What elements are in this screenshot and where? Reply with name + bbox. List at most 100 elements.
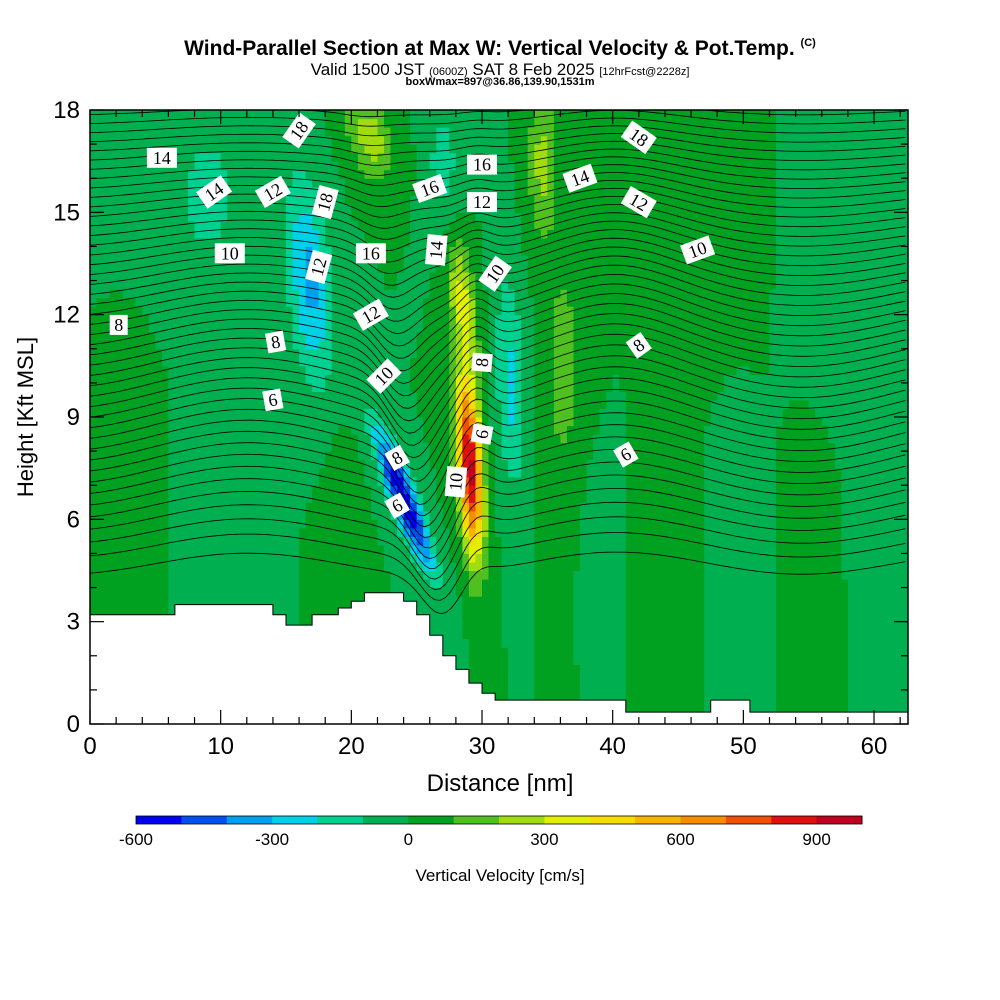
velocity-cell [468,110,476,120]
velocity-cell [468,485,476,495]
velocity-cell [148,186,156,196]
velocity-cell [475,596,483,606]
velocity-cell [501,323,509,333]
velocity-cell [410,399,418,409]
velocity-cell [527,638,535,648]
velocity-cell [161,110,169,120]
velocity-cell [318,596,326,606]
velocity-cell [501,144,509,154]
velocity-cell [462,169,470,179]
velocity-cell [410,220,418,230]
velocity-cell [174,425,182,435]
velocity-cell [514,237,522,247]
velocity-cell [181,306,189,316]
velocity-cell [168,382,176,392]
velocity-cell [442,434,450,444]
velocity-cell [122,263,130,273]
velocity-cell [325,502,333,512]
velocity-cell [338,399,346,409]
velocity-cell [299,161,307,171]
velocity-cell [103,331,111,341]
velocity-cell [312,425,320,435]
velocity-cell [142,152,150,162]
velocity-cell [116,229,124,239]
velocity-cell [514,110,522,120]
velocity-cell [403,289,411,299]
velocity-cell [527,434,535,444]
velocity-cell [109,425,117,435]
velocity-cell [148,127,156,137]
velocity-cell [168,348,176,358]
velocity-cell [508,468,516,478]
velocity-cell [468,280,476,290]
velocity-cell [331,510,339,520]
velocity-cell [495,579,503,589]
velocity-cell [174,135,182,145]
velocity-cell [155,306,163,316]
velocity-cell [122,553,130,563]
velocity-cell [233,434,241,444]
velocity-cell [266,476,274,486]
velocity-cell [207,553,215,563]
velocity-cell [449,536,457,546]
velocity-cell [116,476,124,486]
velocity-cell [442,451,450,461]
velocity-cell [455,382,463,392]
velocity-cell [259,169,267,179]
velocity-cell [312,493,320,503]
velocity-cell [331,579,339,589]
velocity-cell [168,220,176,230]
velocity-cell [442,519,450,529]
velocity-cell [521,562,529,572]
velocity-cell [266,255,274,265]
velocity-cell [475,220,483,230]
velocity-cell [534,357,542,367]
velocity-cell [403,135,411,145]
velocity-cell [455,570,463,580]
velocity-cell [207,519,215,529]
velocity-cell [436,391,444,401]
velocity-cell [501,237,509,247]
velocity-cell [253,323,261,333]
velocity-cell [344,323,352,333]
velocity-cell [259,417,267,427]
velocity-cell [357,365,365,375]
velocity-cell [429,442,437,452]
velocity-cell [201,502,209,512]
velocity-cell [384,331,392,341]
velocity-cell [331,382,339,392]
velocity-cell [384,306,392,316]
velocity-cell [318,144,326,154]
velocity-cell [299,485,307,495]
velocity-cell [501,604,509,614]
velocity-cell [318,468,326,478]
velocity-cell [96,391,104,401]
velocity-cell [475,485,483,495]
velocity-cell [201,510,209,520]
velocity-cell [377,186,385,196]
velocity-cell [142,604,150,614]
velocity-cell [462,562,470,572]
velocity-cell [508,186,516,196]
velocity-cell [495,519,503,529]
velocity-cell [331,323,339,333]
velocity-cell [253,587,261,597]
velocity-cell [462,587,470,597]
velocity-cell [233,468,241,478]
velocity-cell [103,323,111,333]
velocity-cell [272,280,280,290]
velocity-cell [161,178,169,188]
velocity-cell [109,587,117,597]
velocity-cell [527,536,535,546]
velocity-cell [142,357,150,367]
velocity-cell [227,357,235,367]
velocity-cell [462,374,470,384]
velocity-cell [331,280,339,290]
velocity-cell [129,280,137,290]
velocity-cell [521,536,529,546]
velocity-cell [272,110,280,120]
velocity-cell [266,289,274,299]
velocity-cell [344,314,352,324]
velocity-cell [201,365,209,375]
velocity-cell [214,314,222,324]
